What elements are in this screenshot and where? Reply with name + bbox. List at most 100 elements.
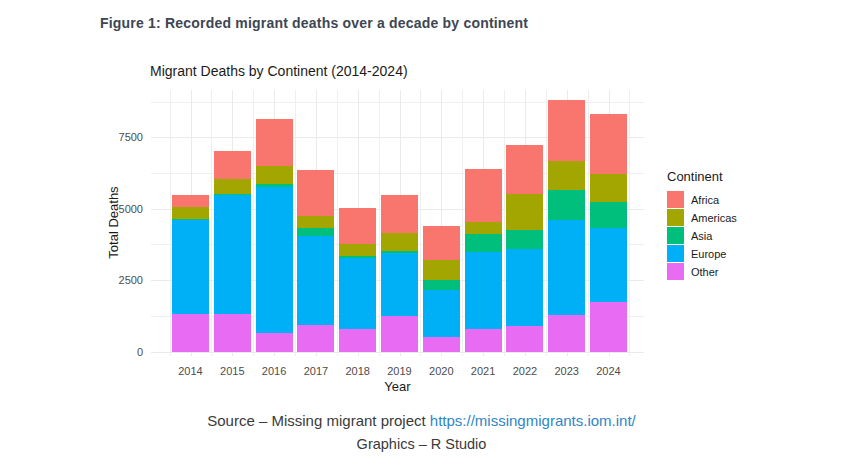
bar-segment-americas — [465, 222, 502, 234]
legend-swatch — [667, 245, 684, 262]
bar-segment-other — [465, 329, 502, 351]
gridline-vertical — [588, 90, 589, 356]
legend-swatch — [667, 209, 684, 226]
legend-item-americas: Americas — [667, 209, 737, 226]
bar-segment-americas — [590, 174, 627, 202]
chart-title: Migrant Deaths by Continent (2014-2024) — [150, 63, 408, 79]
bar-segment-asia — [297, 228, 334, 235]
bar-segment-europe — [590, 228, 627, 302]
x-tick-label: 2019 — [378, 365, 422, 377]
bar-segment-africa — [297, 170, 334, 216]
bar-segment-other — [590, 302, 627, 351]
bar-segment-europe — [214, 195, 251, 314]
x-tick-label: 2014 — [169, 365, 213, 377]
bar-segment-europe — [256, 187, 293, 333]
bar-segment-other — [172, 314, 209, 351]
legend-title: Continent — [667, 169, 737, 184]
gridline-horizontal — [151, 352, 644, 353]
x-tick-label: 2024 — [587, 365, 631, 377]
legend: Continent Africa Americas Asia Europe Other — [667, 169, 737, 281]
x-tick-label: 2021 — [461, 365, 505, 377]
bar-segment-africa — [590, 114, 627, 175]
gridline-vertical — [546, 90, 547, 356]
x-tick-label: 2022 — [503, 365, 547, 377]
bar-segment-africa — [214, 151, 251, 178]
legend-swatch — [667, 191, 684, 208]
bar-segment-asia — [256, 184, 293, 187]
bar-segment-europe — [381, 253, 418, 316]
gridline-vertical — [253, 90, 254, 356]
bar-segment-europe — [423, 290, 460, 337]
gridline-vertical — [462, 90, 463, 356]
bar-segment-europe — [465, 252, 502, 330]
bar-segment-asia — [423, 280, 460, 290]
y-tick-label: 7500 — [103, 131, 143, 143]
legend-item-other: Other — [667, 263, 737, 280]
legend-item-label: Asia — [684, 230, 712, 242]
gridline-vertical — [629, 90, 630, 356]
bar-segment-other — [548, 315, 585, 351]
bar-segment-africa — [465, 169, 502, 221]
bar-segment-africa — [506, 145, 543, 194]
gridline-vertical — [504, 90, 505, 356]
x-tick-label: 2018 — [336, 365, 380, 377]
x-tick-label: 2017 — [294, 365, 338, 377]
x-tick-label: 2020 — [419, 365, 463, 377]
gridline-vertical — [295, 90, 296, 356]
bar-segment-asia — [506, 230, 543, 248]
source-line: Source – Missing migrant project https:/… — [0, 412, 843, 429]
bar-segment-africa — [339, 208, 376, 245]
bar-segment-americas — [548, 161, 585, 190]
legend-swatch — [667, 227, 684, 244]
legend-item-label: Africa — [684, 194, 719, 206]
legend-item-asia: Asia — [667, 227, 737, 244]
bar-segment-africa — [381, 195, 418, 233]
bar-segment-other — [381, 316, 418, 351]
bar-segment-asia — [339, 256, 376, 258]
bar-segment-europe — [297, 236, 334, 325]
bar-segment-africa — [548, 100, 585, 161]
legend-item-label: Europe — [684, 248, 726, 260]
y-tick-label: 0 — [103, 346, 143, 358]
bar-segment-americas — [423, 260, 460, 280]
legend-item-africa: Africa — [667, 191, 737, 208]
bar-segment-africa — [256, 119, 293, 167]
legend-swatch — [667, 263, 684, 280]
bar-segment-americas — [506, 194, 543, 231]
bar-segment-americas — [339, 244, 376, 256]
graphics-line: Graphics – R Studio — [0, 436, 843, 452]
x-axis-title: Year — [151, 379, 644, 394]
bar-segment-americas — [297, 216, 334, 228]
y-tick-label: 2500 — [103, 274, 143, 286]
legend-item-label: Other — [684, 266, 719, 278]
bar-segment-other — [256, 333, 293, 351]
bar-segment-asia — [465, 234, 502, 252]
bar-segment-other — [214, 314, 251, 351]
bar-segment-asia — [172, 219, 209, 220]
x-tick-label: 2015 — [210, 365, 254, 377]
legend-item-label: Americas — [684, 212, 737, 224]
bar-segment-americas — [256, 166, 293, 183]
source-link[interactable]: https://missingmigrants.iom.int/ — [430, 412, 636, 429]
gridline-vertical — [170, 90, 171, 356]
bar-segment-americas — [381, 233, 418, 251]
bar-segment-asia — [548, 190, 585, 220]
bar-segment-other — [339, 329, 376, 352]
source-text: Source – Missing migrant project — [207, 412, 430, 429]
gridline-vertical — [211, 90, 212, 356]
bar-segment-asia — [214, 194, 251, 195]
y-tick-label: 5000 — [103, 203, 143, 215]
plot-panel — [151, 90, 644, 356]
bar-segment-other — [423, 337, 460, 352]
figure-caption: Figure 1: Recorded migrant deaths over a… — [100, 15, 528, 31]
bar-segment-americas — [172, 207, 209, 219]
x-tick-label: 2016 — [252, 365, 296, 377]
gridline-vertical — [337, 90, 338, 356]
bar-segment-europe — [548, 220, 585, 315]
bar-segment-other — [297, 325, 334, 351]
bar-segment-asia — [381, 251, 418, 253]
bar-segment-europe — [506, 249, 543, 327]
bar-segment-americas — [214, 179, 251, 195]
gridline-vertical — [379, 90, 380, 356]
bar-segment-africa — [172, 195, 209, 207]
